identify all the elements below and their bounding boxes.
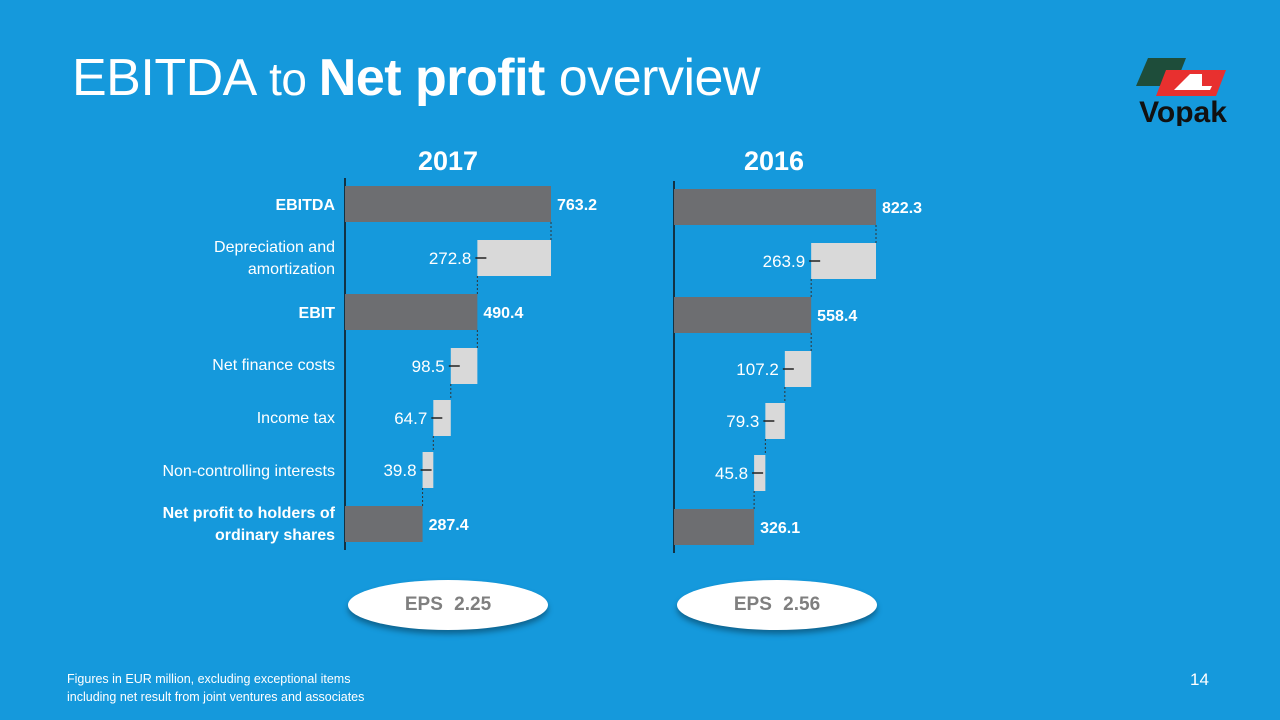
bar-2016-0 (674, 189, 876, 225)
category-label: EBIT (298, 305, 335, 322)
eps-value: 2.56 (783, 594, 821, 615)
title-part: EBITDA (72, 49, 257, 107)
value-label: 98.5 (412, 357, 445, 376)
value-label: 263.9 (763, 252, 806, 271)
value-label: 490.4 (483, 305, 523, 322)
value-label: 39.8 (383, 461, 416, 480)
eps-badge-2016: EPS 2.56 (677, 580, 877, 630)
page-title: EBITDA to Net profit overview (72, 48, 761, 108)
value-label: 287.4 (429, 517, 469, 534)
bar-2016-6 (674, 509, 755, 545)
value-label: 107.2 (736, 360, 779, 379)
footnote: Figures in EUR million, excluding except… (67, 670, 364, 706)
value-label: 558.4 (817, 308, 857, 325)
page-number: 14 (1190, 670, 1209, 689)
bar-2017-6 (345, 506, 423, 542)
eps-label: EPS (404, 594, 443, 615)
bar-2017-2 (345, 294, 478, 330)
value-label: 272.8 (429, 249, 472, 268)
footnote-line: including net result from joint ventures… (67, 690, 365, 704)
year-header-2017: 2017 (417, 146, 479, 176)
bar-2017-0 (345, 186, 551, 222)
value-label: 45.8 (715, 464, 748, 483)
bar-2016-1 (811, 243, 876, 279)
svg-text:Vopak: Vopak (1139, 96, 1227, 126)
value-label: 64.7 (394, 409, 427, 428)
vopak-logo: Vopak (1136, 58, 1227, 126)
eps-badge-2017: EPS 2.25 (348, 580, 548, 630)
category-label: Net profit to holders of ordinary shares (162, 505, 335, 544)
category-label: EBITDA (275, 197, 335, 214)
eps-label: EPS (733, 594, 772, 615)
category-label: Income tax (256, 410, 335, 427)
value-label: 79.3 (726, 412, 759, 431)
category-label: Depreciation and amortization (214, 239, 335, 278)
title-part: to (256, 53, 319, 105)
year-header-2016: 2016 (743, 146, 805, 176)
footnote-line: Figures in EUR million, excluding except… (67, 672, 351, 686)
category-label: Non-controlling interests (162, 463, 335, 480)
category-label: Net finance costs (212, 357, 335, 374)
bar-2017-1 (477, 240, 551, 276)
title-part: overview (544, 49, 761, 107)
eps-value: 2.25 (454, 594, 492, 615)
value-label: 822.3 (882, 200, 922, 217)
title-emphasis: Net profit (318, 49, 546, 107)
value-label: 763.2 (557, 197, 597, 214)
bar-2016-2 (674, 297, 812, 333)
bar-2016-4 (765, 403, 785, 439)
value-label: 326.1 (760, 520, 800, 537)
